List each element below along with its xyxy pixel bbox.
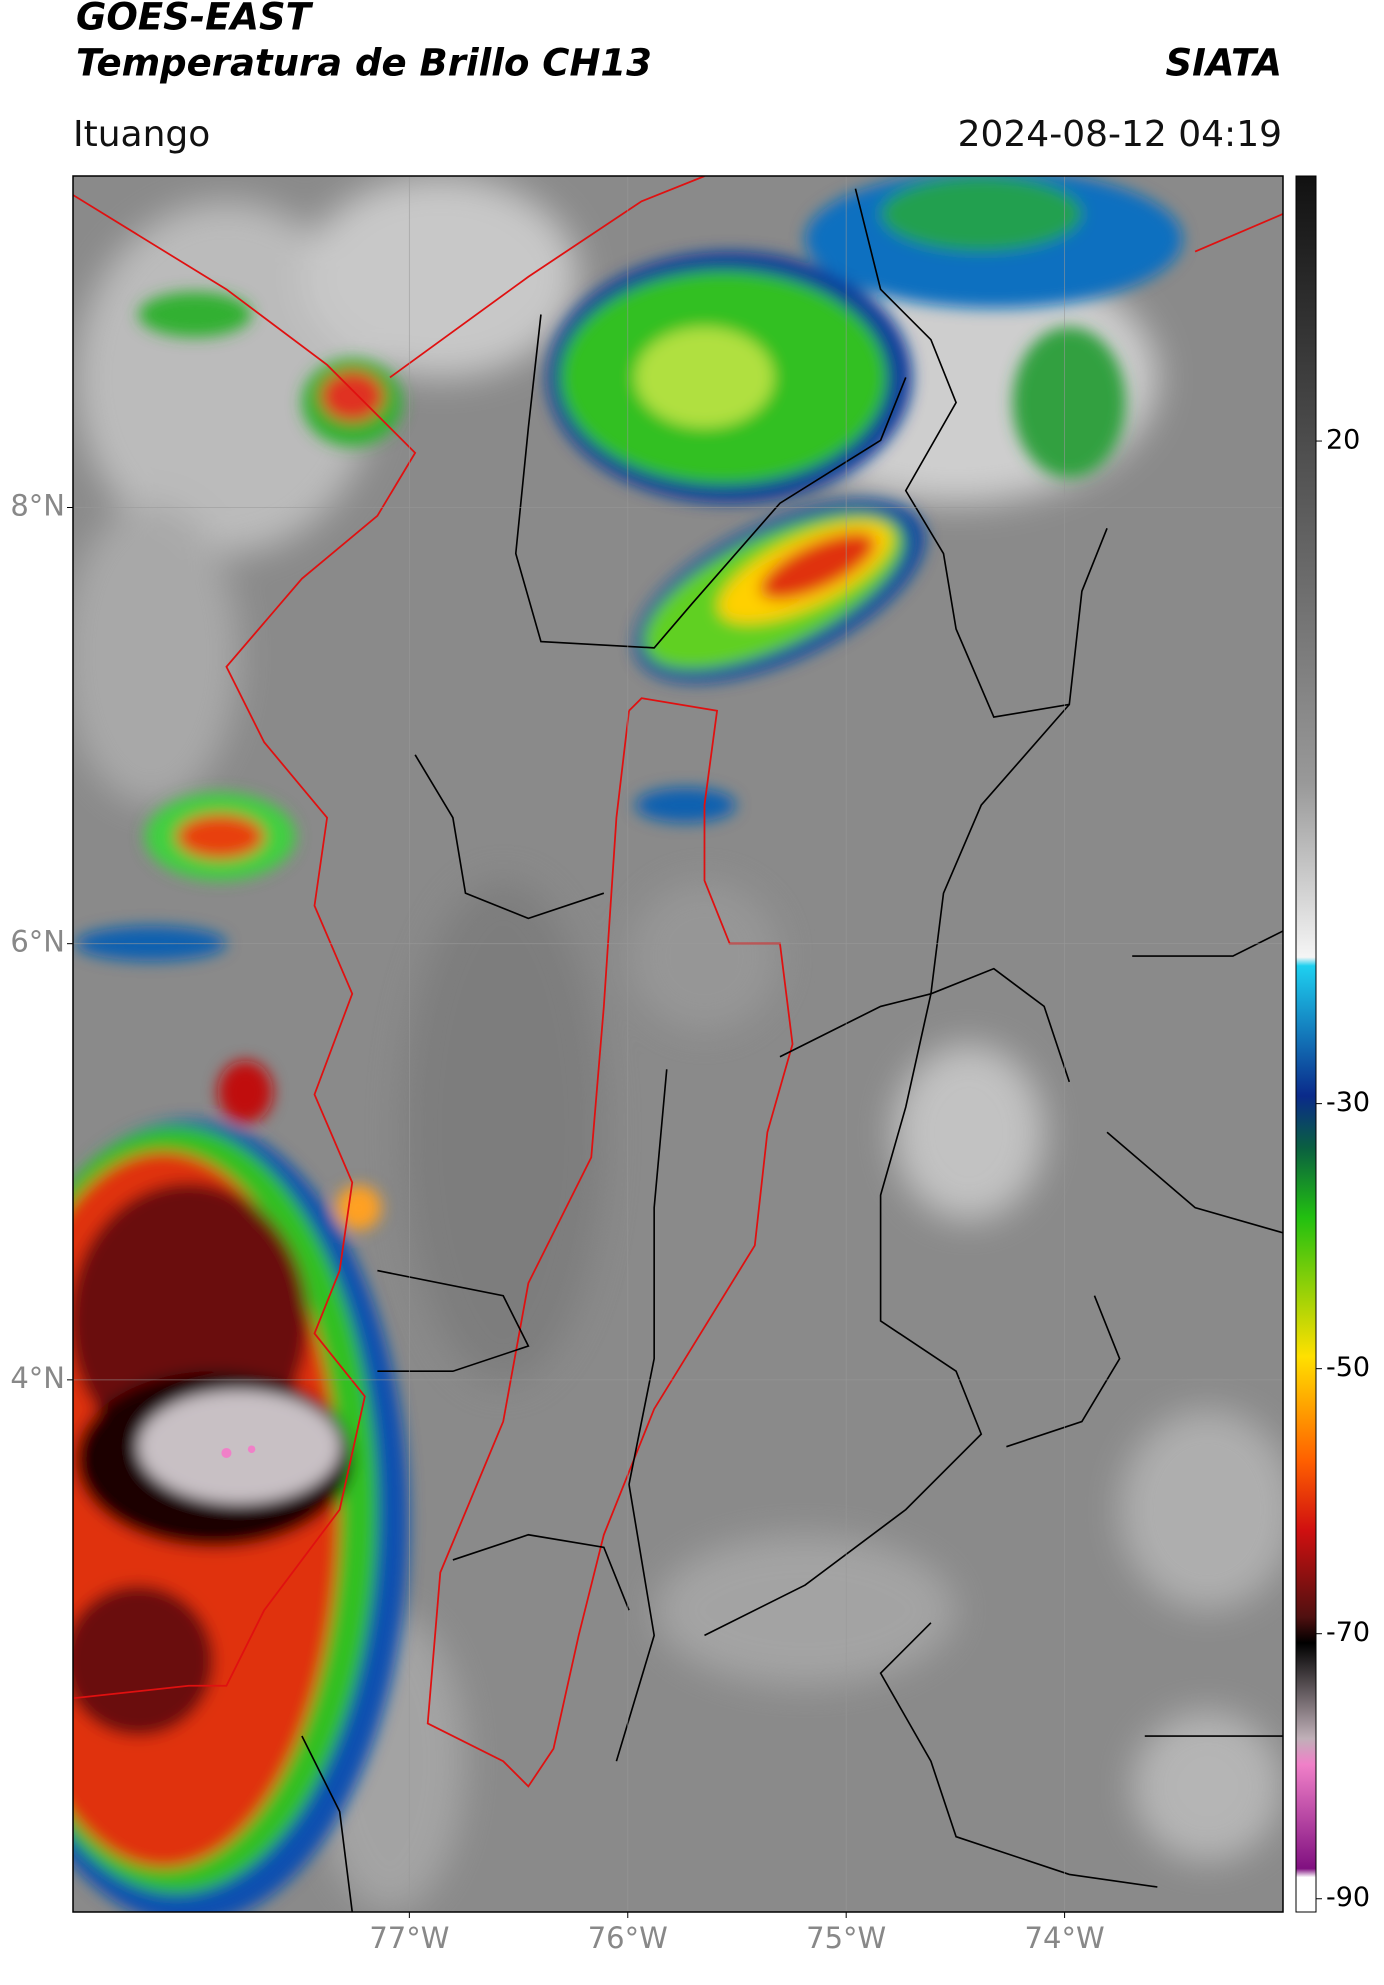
timestamp: 2024-08-12 04:19 bbox=[958, 114, 1282, 155]
colorbar-tick-label: -50 bbox=[1326, 1352, 1370, 1383]
x-tick-label: 77°W bbox=[369, 1921, 449, 1955]
colorbar-tick-label: -70 bbox=[1326, 1617, 1370, 1648]
colorbar-tick-label: 20 bbox=[1326, 425, 1360, 456]
colorbar-tick-label: -30 bbox=[1326, 1087, 1370, 1118]
graticule bbox=[73, 176, 1283, 1912]
location: Ituango bbox=[73, 114, 210, 155]
y-tick-label: 8°N bbox=[10, 488, 65, 522]
source: SIATA bbox=[1165, 42, 1282, 85]
x-tick-label: 76°W bbox=[588, 1921, 668, 1955]
x-tick-label: 74°W bbox=[1025, 1921, 1105, 1955]
satellite-image bbox=[73, 176, 1283, 1912]
colorbar bbox=[1295, 175, 1317, 1913]
product-title: Temperatura de Brillo CH13 bbox=[76, 42, 652, 85]
map-frame bbox=[72, 175, 1284, 1913]
colorbar-tick-label: -90 bbox=[1326, 1882, 1370, 1913]
y-tick-label: 6°N bbox=[10, 925, 65, 959]
y-tick-label: 4°N bbox=[10, 1361, 65, 1395]
x-tick-label: 75°W bbox=[806, 1921, 886, 1955]
satellite-title: GOES-EAST bbox=[76, 0, 314, 39]
